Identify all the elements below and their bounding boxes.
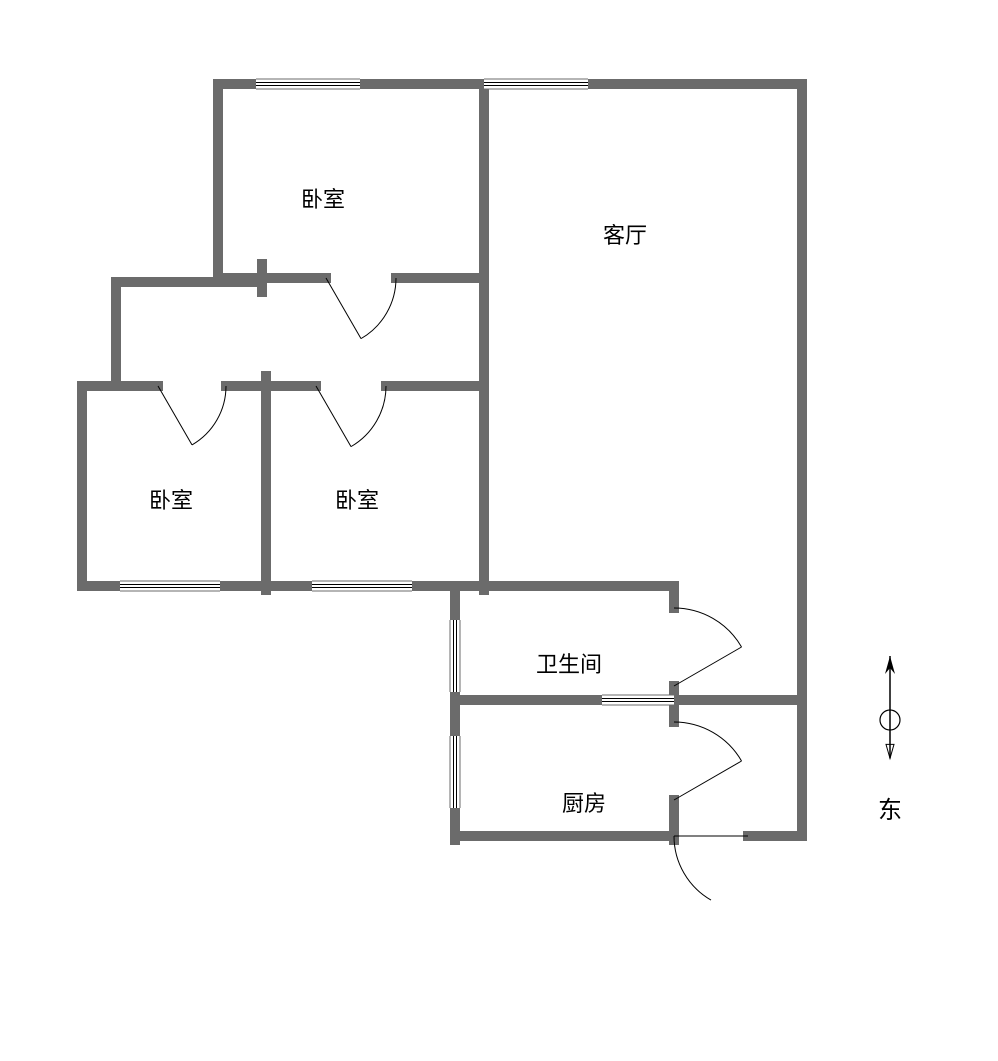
walls xyxy=(82,84,802,840)
room-label-living-room: 客厅 xyxy=(603,218,647,250)
room-label-bedroom-1: 卧室 xyxy=(301,182,345,214)
room-label-bedroom-3: 卧室 xyxy=(335,483,379,515)
compass-icon xyxy=(880,656,900,758)
compass-direction-label: 东 xyxy=(878,790,902,825)
room-label-bedroom-2: 卧室 xyxy=(149,483,193,515)
room-label-bathroom: 卫生间 xyxy=(536,647,602,679)
room-label-kitchen: 厨房 xyxy=(562,786,606,818)
floorplan-canvas xyxy=(0,0,998,1061)
